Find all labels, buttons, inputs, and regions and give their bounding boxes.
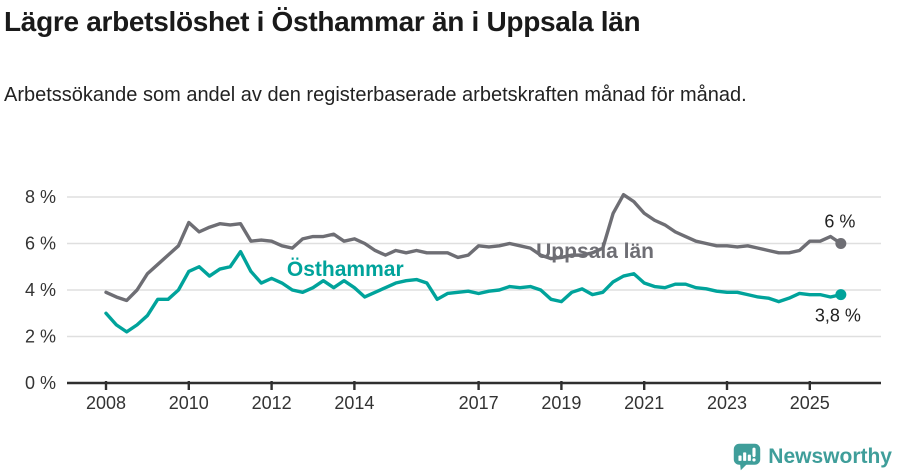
y-tick-label: 6 % bbox=[25, 234, 56, 254]
x-tick-label: 2014 bbox=[334, 393, 374, 413]
series-end-dot--sthammar bbox=[835, 289, 847, 301]
end-value-label-uppsala-l-n: 6 % bbox=[824, 212, 855, 232]
y-tick-label: 2 % bbox=[25, 327, 56, 347]
x-tick-label: 2019 bbox=[541, 393, 581, 413]
x-tick-label: 2010 bbox=[169, 393, 209, 413]
chart-subtitle: Arbetssökande som andel av den registerb… bbox=[4, 84, 747, 106]
y-tick-label: 4 % bbox=[25, 280, 56, 300]
x-tick-label: 2012 bbox=[252, 393, 292, 413]
y-tick-label: 8 % bbox=[25, 187, 56, 207]
x-tick-label: 2008 bbox=[86, 393, 126, 413]
series-line-uppsala-l-n bbox=[104, 192, 843, 303]
series-label-uppsala-l-n: Uppsala län bbox=[536, 240, 654, 263]
x-tick-label: 2025 bbox=[790, 393, 830, 413]
chart-title: Lägre arbetslöshet i Östhammar än i Upps… bbox=[4, 6, 641, 37]
brand-name: Newsworthy bbox=[768, 445, 892, 468]
brand-footer: Newsworthy bbox=[733, 443, 892, 471]
x-tick-label: 2021 bbox=[624, 393, 664, 413]
y-tick-label: 0 % bbox=[25, 373, 56, 393]
series-line--sthammar bbox=[104, 249, 843, 334]
series-end-dot-uppsala-l-n bbox=[835, 238, 847, 249]
bar-chart-speech-bubble-icon bbox=[733, 443, 761, 471]
series-label--sthammar: Östhammar bbox=[287, 258, 404, 281]
end-value-label--sthammar: 3,8 % bbox=[815, 306, 861, 326]
x-tick-label: 2023 bbox=[707, 393, 747, 413]
x-tick-label: 2017 bbox=[459, 393, 499, 413]
